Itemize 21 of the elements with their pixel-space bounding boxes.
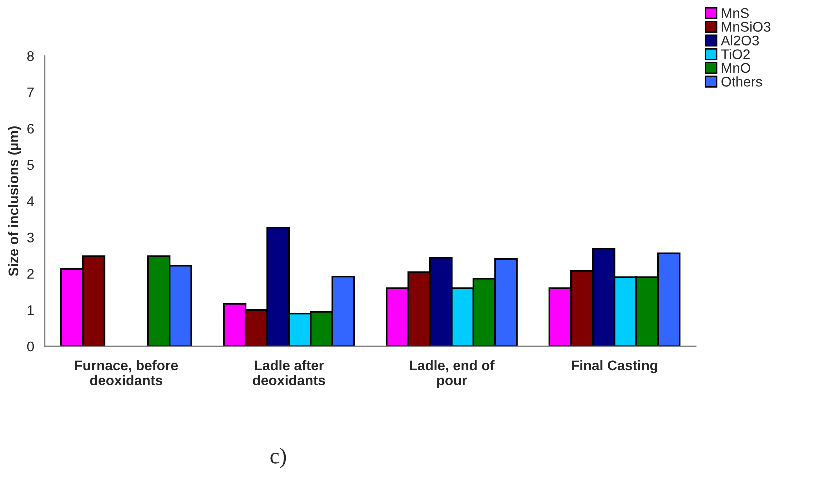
y-tick-label: 2 (28, 269, 34, 279)
y-tick-label: 5 (27, 160, 34, 170)
y-tick-label: 4 (27, 196, 34, 206)
y-tick-label: 7 (28, 88, 34, 98)
x-tick-label: Furnace, before deoxidants (75, 360, 178, 386)
x-tick-label: Ladle, end of pour (410, 360, 495, 388)
text: c) (270, 448, 286, 468)
legend-label: Others (722, 76, 762, 87)
y-tick-label: 6 (28, 124, 34, 134)
legend-label: Al2O3 (721, 36, 760, 46)
y-axis-title: Size of inclusions (µm) (8, 126, 22, 276)
x-tick-label: Final Casting (572, 360, 658, 374)
y-tick-label: 8 (28, 51, 34, 62)
x-tick-label: Ladle after deoxidants (253, 360, 326, 386)
y-tick-label: 3 (27, 232, 34, 243)
y-tick-label: 0 (27, 342, 34, 352)
y-tick-label: 1 (28, 306, 34, 316)
legend-label: TiO2 (721, 49, 750, 60)
legend-label: MnSiO3 (722, 22, 771, 32)
legend-label: MnO (722, 63, 751, 74)
legend-label: MnS (722, 8, 749, 18)
